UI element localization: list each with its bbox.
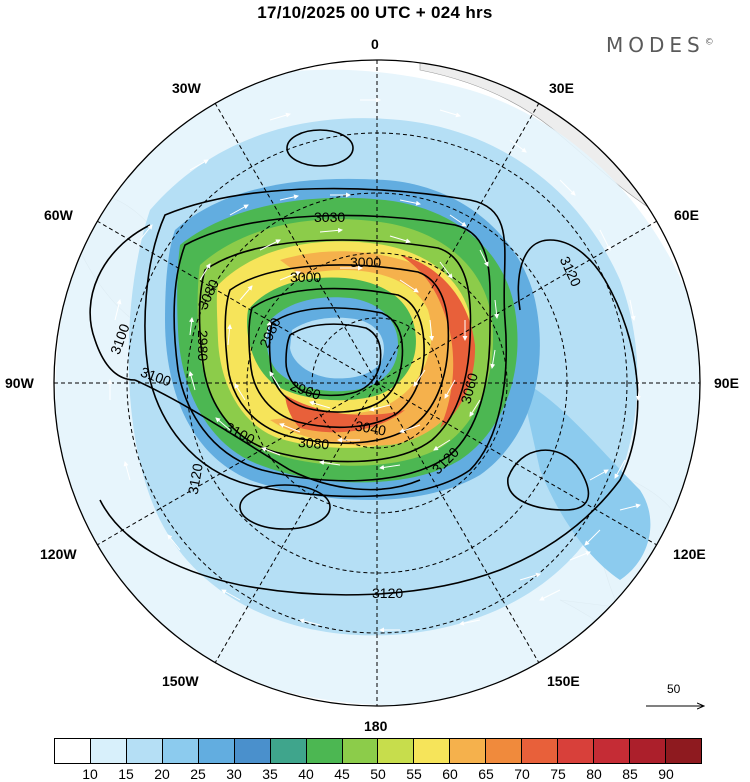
colorbar-swatch	[55, 739, 91, 763]
contour-label: 3080	[297, 434, 330, 453]
contour-label: 3030	[314, 209, 345, 225]
lon-label-30w: 30W	[172, 80, 201, 96]
contour-label: 3000	[350, 254, 381, 270]
colorbar-tick-label: 10	[82, 766, 98, 782]
lon-label-150e: 150E	[547, 673, 580, 689]
colorbar	[54, 738, 702, 764]
brand-name: MODES	[606, 33, 705, 57]
colorbar-swatch	[342, 739, 379, 763]
lon-label-90e: 90E	[714, 375, 739, 391]
colorbar-swatch	[234, 739, 271, 763]
vector-scale-arrow	[646, 682, 710, 714]
colorbar-tick-label: 15	[118, 766, 134, 782]
colorbar-tick-label: 85	[622, 766, 638, 782]
colorbar-swatch	[270, 739, 307, 763]
colorbar-swatch	[198, 739, 235, 763]
colorbar-tick-label: 55	[406, 766, 422, 782]
colorbar-swatch	[378, 739, 415, 763]
lon-label-90w: 90W	[5, 375, 34, 391]
map-boundary	[53, 59, 701, 707]
lon-label-60e: 60E	[674, 207, 699, 223]
colorbar-tick-label: 30	[226, 766, 242, 782]
colorbar-swatch	[306, 739, 343, 763]
colorbar-tick-label: 45	[334, 766, 350, 782]
colorbar-swatch	[126, 739, 163, 763]
lon-label-180: 180	[364, 718, 388, 734]
pole-marker	[374, 379, 380, 385]
colorbar-tick-label: 75	[550, 766, 566, 782]
colorbar-swatch	[450, 739, 487, 763]
vector-scale-label: 50	[667, 682, 681, 696]
colorbar-swatch	[522, 739, 559, 763]
colorbar-tick-label: 40	[298, 766, 314, 782]
colorbar-tick-label: 90	[658, 766, 674, 782]
colorbar-swatch	[162, 739, 199, 763]
colorbar-swatch	[558, 739, 595, 763]
brand-logo: MODES©	[606, 33, 714, 57]
lon-label-120w: 120W	[40, 546, 77, 562]
colorbar-tick-label: 50	[370, 766, 386, 782]
colorbar-tick-label: 65	[478, 766, 494, 782]
lon-label-60w: 60W	[44, 207, 73, 223]
lon-label-0: 0	[371, 36, 379, 52]
colorbar-tick-label: 70	[514, 766, 530, 782]
colorbar-tick-label: 25	[190, 766, 206, 782]
lon-label-150w: 150W	[162, 673, 199, 689]
colorbar-labels: 10 15 20 25 30 35 40 45 50 55 60 65 70 75 80 85 90	[0, 766, 750, 782]
wind-vectors	[107, 97, 641, 633]
contour-label: 3040	[354, 418, 388, 439]
brand-mark: ©	[704, 37, 714, 48]
colorbar-swatch	[665, 739, 701, 763]
colorbar-tick-label: 80	[586, 766, 602, 782]
wind-speed-shading	[55, 69, 700, 706]
contour-label: 3060	[457, 371, 481, 405]
lon-label-120e: 120E	[673, 546, 706, 562]
colorbar-swatch	[594, 739, 630, 763]
contour-label: 3120	[185, 462, 206, 496]
lon-label-30e: 30E	[549, 80, 574, 96]
height-contours	[89, 129, 639, 596]
contour-label: 3120	[372, 585, 403, 601]
contour-label: 3000	[290, 269, 321, 285]
colorbar-tick-label: 35	[262, 766, 278, 782]
map-title: 17/10/2025 00 UTC + 024 hrs	[257, 3, 493, 22]
colorbar-swatch	[414, 739, 451, 763]
contour-label: 2980	[195, 330, 211, 361]
colorbar-swatch	[630, 739, 666, 763]
colorbar-swatch	[486, 739, 523, 763]
colorbar-tick-label: 60	[442, 766, 458, 782]
colorbar-tick-label: 20	[154, 766, 170, 782]
colorbar-swatch	[90, 739, 127, 763]
